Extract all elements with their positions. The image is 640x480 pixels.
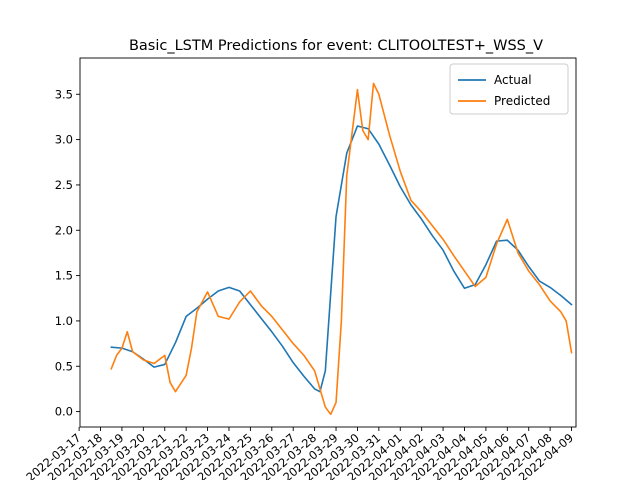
plot-area (110, 82, 573, 416)
series-line-actual (110, 125, 573, 393)
chart-title: Basic_LSTM Predictions for event: CLITOO… (129, 38, 543, 54)
y-tick-label: 3.0 (55, 133, 73, 147)
series-line-predicted (110, 82, 573, 416)
y-tick-label: 1.0 (55, 314, 73, 328)
y-tick-label: 0.5 (55, 359, 73, 373)
legend-label-actual: Actual (494, 73, 532, 87)
y-tick-label: 2.0 (55, 223, 73, 237)
legend-label-predicted: Predicted (494, 94, 550, 108)
legend: Actual Predicted (449, 63, 569, 115)
axes-frame (79, 57, 577, 428)
y-tick-label: 1.5 (55, 269, 73, 283)
y-tick-label: 0.0 (55, 405, 73, 419)
y-tick-label: 2.5 (55, 178, 73, 192)
y-tick-label: 3.5 (55, 87, 73, 101)
